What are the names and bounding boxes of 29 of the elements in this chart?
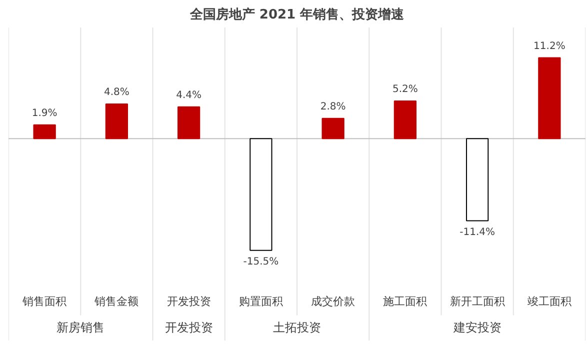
x-tick-label: 销售面积: [22, 295, 67, 308]
data-label: -11.4%: [460, 226, 496, 238]
data-label: 2.8%: [320, 101, 346, 112]
data-label: 4.4%: [176, 90, 202, 101]
text: 新房销售: [56, 320, 105, 335]
x-tick-label: 竣工面积: [527, 295, 572, 308]
x-tick-label: 销售金额: [94, 295, 139, 308]
bar: [538, 57, 561, 140]
bar: [250, 138, 272, 251]
x-tick-label: 购置面积: [238, 295, 283, 308]
text: 开发投资: [164, 320, 213, 335]
data-label: 1.9%: [32, 108, 58, 119]
bar: [177, 106, 200, 140]
data-label: 11.2%: [534, 40, 566, 52]
bar: [394, 100, 417, 140]
data-label: -15.5%: [243, 256, 279, 268]
text: 建安投资: [452, 320, 502, 335]
x-tick-label: 新开工面积: [450, 295, 505, 308]
x-tick-label: 施工面积: [383, 295, 428, 308]
data-label: 4.8%: [104, 86, 130, 98]
bar: [322, 118, 344, 140]
bar: [466, 138, 489, 222]
bar: [33, 124, 56, 140]
text: 土拓投资: [273, 320, 321, 335]
x-tick-label: 开发投资: [166, 295, 211, 308]
x-tick-label: 成交价款: [311, 295, 356, 308]
bar: [105, 103, 128, 140]
chart-title: 全国房地产 2021 年销售、投资增速: [188, 6, 406, 22]
data-label: 5.2%: [392, 84, 418, 96]
